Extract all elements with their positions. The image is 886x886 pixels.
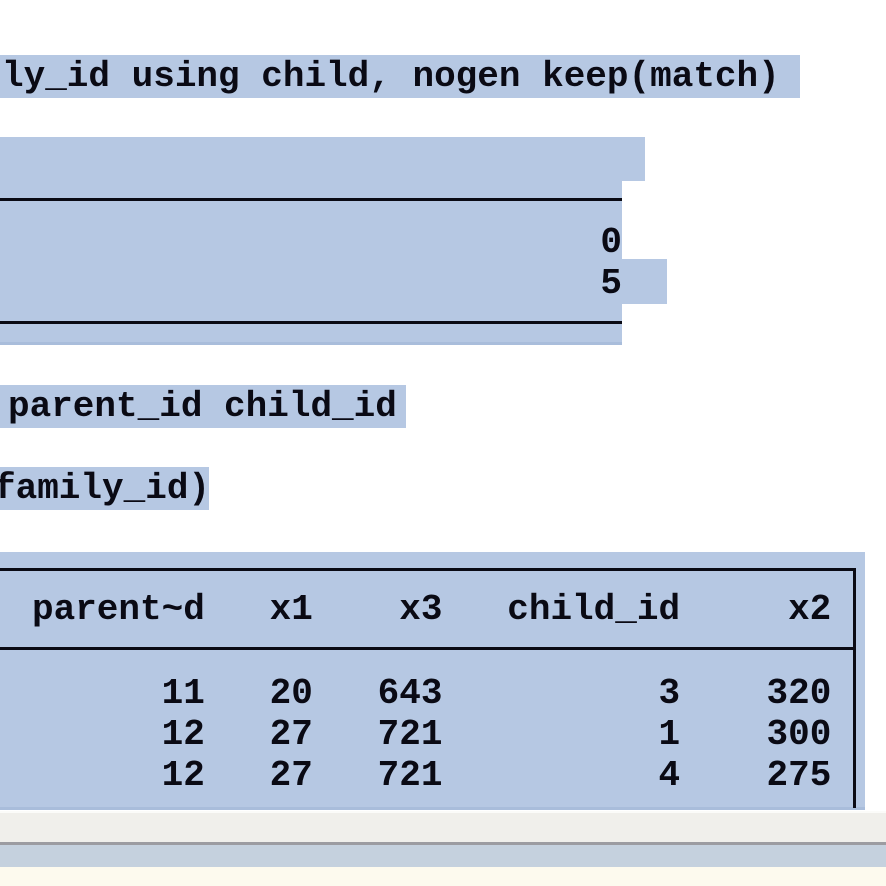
cell: 721 (377, 755, 443, 796)
obs-value-not-matched: 0 (600, 222, 622, 263)
window-bottom-area (0, 867, 886, 886)
column-header-x2: x2 (788, 589, 832, 630)
column-header-parentd: parent~d (32, 589, 205, 630)
list-table-top-rule (0, 568, 856, 571)
merge-table-row-highlight-extension (622, 259, 667, 304)
column-header-x1: x1 (269, 589, 313, 630)
pane-divider (0, 842, 886, 845)
table-row: 12 27 721 1 300 (32, 713, 832, 756)
list-table-header-row: parent~d x1 x3 child_id x2 (32, 588, 831, 631)
cell: 1 (658, 714, 681, 755)
table-row: 12 27 721 4 275 (32, 754, 832, 797)
cell: 12 (161, 714, 205, 755)
cell: 11 (161, 673, 205, 714)
cell: 320 (766, 673, 832, 714)
selected-varlist-line: parent_id child_id (0, 385, 406, 428)
selected-familyid-line: family_id) (0, 467, 209, 510)
merge-table-top-rule (0, 198, 622, 201)
cell: 27 (269, 714, 313, 755)
column-header-x3: x3 (399, 589, 443, 630)
column-header-childid: child_id (507, 589, 681, 630)
cell: 275 (766, 755, 832, 796)
cell: 4 (658, 755, 681, 796)
obs-value-matched: 5 (600, 263, 622, 304)
cell: 12 (161, 755, 205, 796)
cell: 20 (269, 673, 313, 714)
merge-table-header-band: # of obs. (0, 137, 645, 181)
varlist-text: parent_id child_id (8, 386, 397, 427)
horizontal-scrollbar-track[interactable] (0, 811, 886, 842)
cell: 721 (377, 714, 443, 755)
cell: 643 (377, 673, 443, 714)
merge-table-body-highlight (0, 181, 622, 345)
list-table-right-border (853, 568, 856, 808)
merge-table-bottom-rule (0, 321, 622, 324)
command-text: ly_id using child, nogen keep(match) (2, 56, 780, 97)
cell: 3 (658, 673, 681, 714)
selected-command-line: ly_id using child, nogen keep(match) (0, 55, 800, 98)
familyid-text: family_id) (0, 468, 209, 509)
table-row: 11 20 643 3 320 (32, 672, 832, 715)
list-table-header-rule (0, 647, 856, 650)
command-pane-edge (0, 845, 886, 867)
list-table-highlight (0, 552, 865, 810)
cell: 300 (766, 714, 832, 755)
cell: 27 (269, 755, 313, 796)
